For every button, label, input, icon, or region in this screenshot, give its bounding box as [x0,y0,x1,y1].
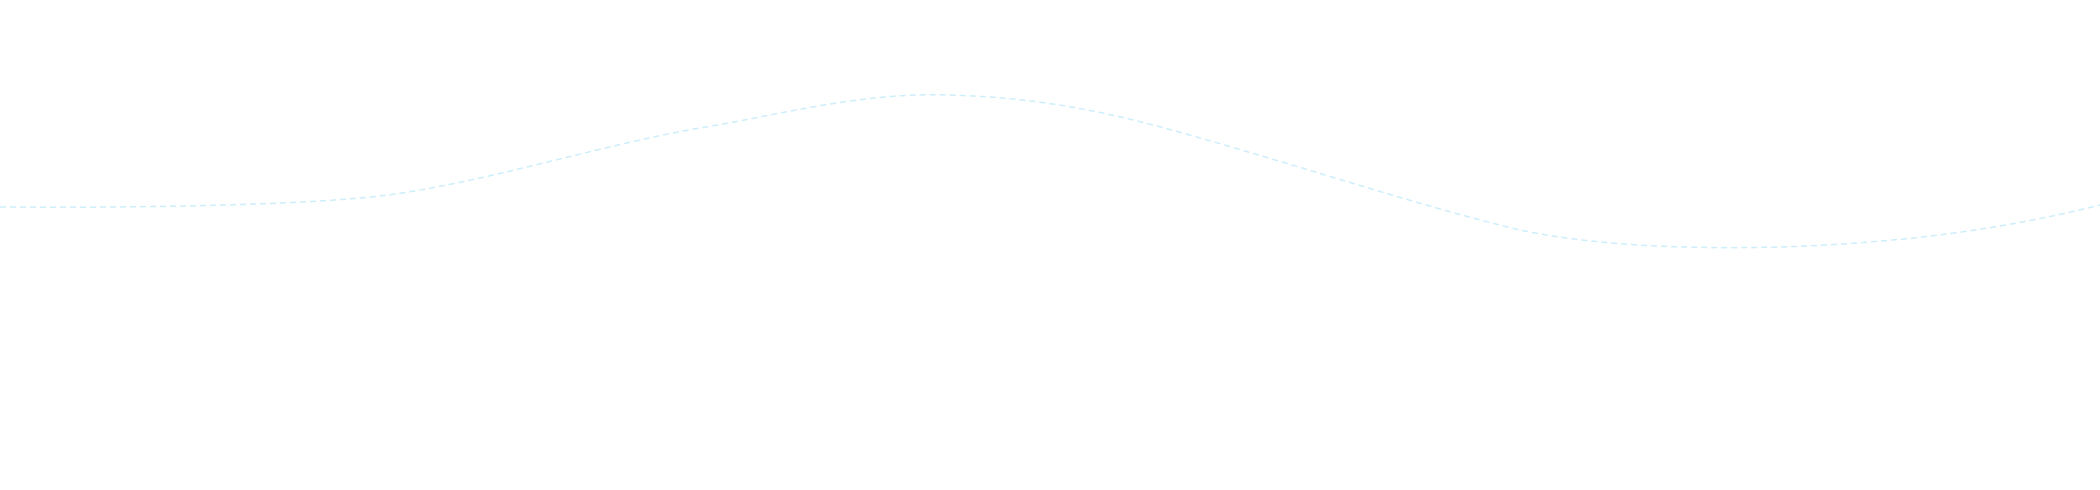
dashed-wave-line [0,93,2100,249]
